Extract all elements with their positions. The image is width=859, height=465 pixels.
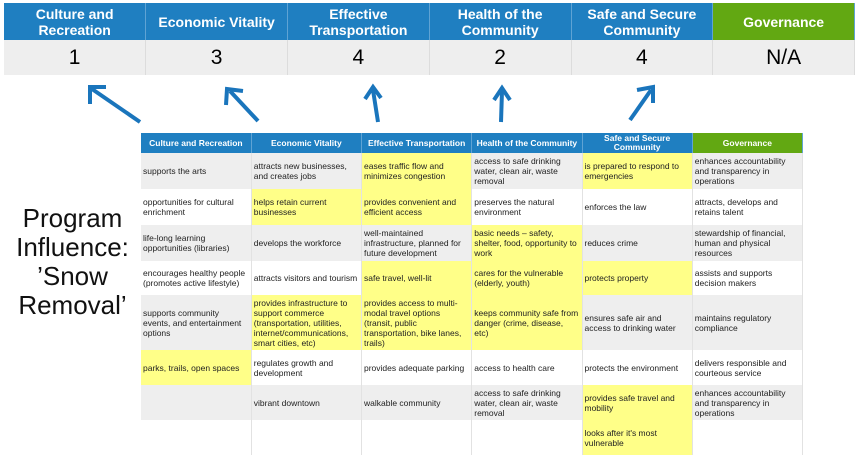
matrix-cell: enforces the law (582, 189, 693, 225)
scores-table: Culture and Recreation Economic Vitality E… (4, 3, 855, 75)
matrix-cell: cares for the vulnerable (elderly, youth… (471, 261, 583, 295)
matrix-cell: enhances accountability and transparency… (692, 153, 804, 189)
matrix-cell: well-maintained infrastructure, planned … (361, 225, 473, 261)
matrix-cell: delivers responsible and courteous servi… (692, 350, 804, 385)
score-value: N/A (712, 40, 855, 75)
matrix-cell (141, 420, 252, 455)
score-header-health-of-the-community: Health of the Community (429, 3, 572, 40)
matrix-cell: access to safe drinking water, clean air… (471, 385, 583, 420)
score-value: 3 (145, 40, 288, 75)
matrix-cell: provides safe travel and mobility (582, 385, 693, 420)
score-header-governance: Governance (712, 3, 855, 40)
table-row: supports community events, and entertain… (141, 295, 804, 350)
matrix-cell (692, 420, 804, 455)
matrix-cell: maintains regulatory compliance (692, 295, 804, 350)
matrix-cell: preserves the natural environment (471, 189, 583, 225)
table-row: opportunities for cultural enrichment hel… (141, 189, 804, 225)
score-value: 4 (287, 40, 430, 75)
matrix-header-culture-and-recreation: Culture and Recreation (141, 133, 252, 153)
matrix-cell: ensures safe air and access to drinking … (582, 295, 693, 350)
table-row: looks after it's most vulnerable (141, 420, 804, 455)
matrix-cell (141, 385, 252, 420)
matrix-cell: attracts, develops and retains talent (692, 189, 804, 225)
matrix-cell: provides adequate parking (361, 350, 473, 385)
arrow-icon (628, 84, 655, 122)
matrix-cell (251, 420, 363, 455)
matrix-cell: provides convenient and efficient access (361, 189, 473, 225)
matrix-cell: protects property (582, 261, 693, 295)
matrix-cell: helps retain current businesses (251, 189, 363, 225)
score-header-effective-transportation: Effective Transportation (287, 3, 430, 40)
matrix-header-governance: Governance (692, 133, 804, 153)
influence-matrix: Culture and Recreation Economic Vitality E… (141, 133, 804, 455)
arrow-icon (88, 85, 142, 124)
table-row: parks, trails, open spaces regulates grow… (141, 350, 804, 385)
matrix-cell: access to safe drinking water, clean air… (471, 153, 583, 189)
title-line: Influence: (16, 232, 129, 262)
score-value: 2 (429, 40, 572, 75)
matrix-header-safe-and-secure-community: Safe and Secure Community (582, 133, 693, 153)
title-line: ’Snow (37, 261, 108, 291)
matrix-cell: attracts visitors and tourism (251, 261, 363, 295)
title-line: Program (22, 203, 123, 233)
score-header-economic-vitality: Economic Vitality (145, 3, 288, 40)
matrix-cell: keeps community safe from danger (crime,… (471, 295, 583, 350)
arrow-icon (363, 83, 383, 123)
matrix-cell: walkable community (361, 385, 473, 420)
matrix-cell: looks after it's most vulnerable (582, 420, 693, 455)
score-value: 1 (4, 40, 147, 75)
matrix-cell: parks, trails, open spaces (141, 350, 252, 385)
matrix-header-health-of-the-community: Health of the Community (471, 133, 583, 153)
matrix-cell: attracts new businesses, and creates job… (251, 153, 363, 189)
matrix-cell: eases traffic flow and minimizes congest… (361, 153, 473, 189)
matrix-cell: develops the workforce (251, 225, 363, 261)
matrix-cell: regulates growth and development (251, 350, 363, 385)
matrix-cell: life-long learning opportunities (librar… (141, 225, 252, 261)
matrix-cell: provides infrastructure to support comme… (251, 295, 363, 350)
table-row: life-long learning opportunities (librar… (141, 225, 804, 261)
matrix-cell (361, 420, 473, 455)
title-line: Removal’ (18, 290, 127, 320)
matrix-cell: access to health care (471, 350, 583, 385)
matrix-cell: enhances accountability and transparency… (692, 385, 804, 420)
matrix-cell: supports the arts (141, 153, 252, 189)
matrix-cell: basic needs – safety, shelter, food, opp… (471, 225, 583, 261)
matrix-header-economic-vitality: Economic Vitality (251, 133, 363, 153)
table-row: encourages healthy people (promotes acti… (141, 261, 804, 295)
table-row: supports the arts attracts new businesses… (141, 153, 804, 189)
matrix-cell: is prepared to respond to emergencies (582, 153, 693, 189)
matrix-cell: encourages healthy people (promotes acti… (141, 261, 252, 295)
matrix-cell: protects the environment (582, 350, 693, 385)
matrix-cell: assists and supports decision makers (692, 261, 804, 295)
matrix-cell: reduces crime (582, 225, 693, 261)
table-row: vibrant downtown walkable community access… (141, 385, 804, 420)
matrix-cell (471, 420, 583, 455)
program-title: Program Influence: ’Snow Removal’ (5, 204, 140, 320)
matrix-cell: stewardship of financial, human and phys… (692, 225, 804, 261)
matrix-cell: safe travel, well-lit (361, 261, 473, 295)
matrix-cell: opportunities for cultural enrichment (141, 189, 252, 225)
score-header-safe-and-secure-community: Safe and Secure Community (571, 3, 714, 40)
matrix-header-effective-transportation: Effective Transportation (361, 133, 473, 153)
score-header-culture-and-recreation: Culture and Recreation (4, 3, 147, 40)
arrow-icon (224, 86, 260, 123)
matrix-cell: provides access to multi-modal travel op… (361, 295, 473, 350)
arrow-icon (492, 84, 512, 123)
score-value: 4 (571, 40, 714, 75)
matrix-cell: vibrant downtown (251, 385, 363, 420)
matrix-cell: supports community events, and entertain… (141, 295, 252, 350)
